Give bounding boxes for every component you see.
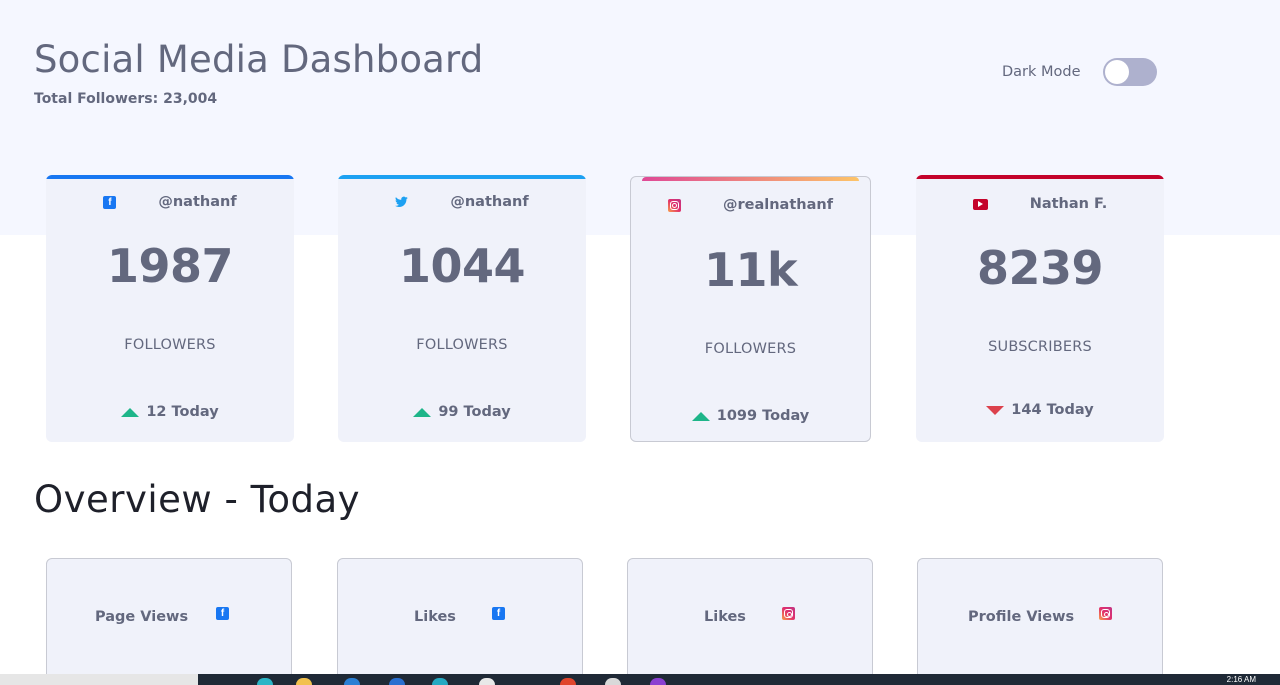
dark-mode-control: Dark Mode <box>1002 58 1157 86</box>
facebook-icon: f <box>103 195 117 209</box>
follower-card-twitter[interactable]: @nathanf 1044 FOLLOWERS 99 Today <box>338 175 586 442</box>
toggle-knob <box>1104 60 1129 84</box>
overview-card[interactable]: Page Views f <box>46 558 292 685</box>
dark-mode-label: Dark Mode <box>1002 64 1081 80</box>
taskbar-clock[interactable]: 2:16 AM <box>1226 675 1256 684</box>
arrow-up-icon <box>413 407 432 417</box>
taskbar-app-icon[interactable] <box>296 678 312 685</box>
taskbar-app-icon[interactable] <box>650 678 666 685</box>
overview-title: Overview - Today <box>34 478 361 521</box>
follower-card-facebook[interactable]: f @nathanf 1987 FOLLOWERS 12 Today <box>46 175 294 442</box>
overview-card[interactable]: Likes f <box>337 558 583 685</box>
card-handle: @realnathanf <box>722 197 834 213</box>
overview-card[interactable]: Profile Views <box>917 558 1163 685</box>
follower-count: 8239 <box>976 241 1104 295</box>
card-accent-bar <box>916 175 1164 179</box>
taskbar-app-icon[interactable] <box>389 678 405 685</box>
total-followers: Total Followers: 23,004 <box>34 91 218 107</box>
card-handle: @nathanf <box>158 194 237 210</box>
card-accent-bar <box>642 177 859 181</box>
card-accent-bar <box>338 175 586 179</box>
arrow-up-icon <box>121 407 140 417</box>
today-change-label: 12 Today <box>146 404 219 420</box>
taskbar-app-icon[interactable] <box>479 678 495 685</box>
follower-count: 11k <box>703 243 798 297</box>
card-handle: Nathan F. <box>1029 196 1108 212</box>
taskbar-app-icon[interactable] <box>432 678 448 685</box>
follower-card-youtube[interactable]: Nathan F. 8239 SUBSCRIBERS 144 Today <box>916 175 1164 442</box>
overview-card-label: Likes <box>414 609 456 625</box>
os-taskbar: 2:16 AM <box>0 674 1280 685</box>
taskbar-app-icon[interactable] <box>605 678 621 685</box>
card-accent-bar <box>46 175 294 179</box>
taskbar-app-icon[interactable] <box>344 678 360 685</box>
dark-mode-toggle[interactable] <box>1102 58 1157 86</box>
today-change-label: 144 Today <box>1011 402 1094 418</box>
taskbar-search-area[interactable] <box>0 674 198 685</box>
card-handle: @nathanf <box>450 194 529 210</box>
follower-unit: FOLLOWERS <box>124 337 216 353</box>
facebook-icon: f <box>492 607 505 620</box>
taskbar-app-icon[interactable] <box>257 678 273 685</box>
facebook-icon: f <box>216 607 229 620</box>
today-change: 99 Today <box>338 404 586 420</box>
follower-card-instagram[interactable]: @realnathanf 11k FOLLOWERS 1099 Today <box>630 176 871 442</box>
follower-unit: FOLLOWERS <box>416 337 508 353</box>
arrow-down-icon <box>986 405 1005 415</box>
today-change-label: 99 Today <box>438 404 511 420</box>
taskbar-app-icon[interactable] <box>560 678 576 685</box>
today-change: 144 Today <box>916 402 1164 418</box>
twitter-icon <box>395 196 409 209</box>
page-title: Social Media Dashboard <box>34 38 484 81</box>
follower-unit: FOLLOWERS <box>704 341 797 357</box>
overview-card-label: Likes <box>704 609 746 625</box>
arrow-up-icon <box>691 411 710 421</box>
follower-count: 1987 <box>106 239 234 293</box>
youtube-icon <box>972 198 988 210</box>
overview-card-label: Profile Views <box>968 609 1075 625</box>
today-change: 1099 Today <box>631 408 870 424</box>
follower-count: 1044 <box>398 239 526 293</box>
today-change-label: 1099 Today <box>716 408 810 424</box>
follower-unit: SUBSCRIBERS <box>988 339 1092 355</box>
instagram-icon <box>782 607 795 620</box>
today-change: 12 Today <box>46 404 294 420</box>
instagram-icon <box>667 198 681 212</box>
instagram-icon <box>1099 607 1112 620</box>
overview-card[interactable]: Likes <box>627 558 873 685</box>
overview-card-label: Page Views <box>95 609 189 625</box>
